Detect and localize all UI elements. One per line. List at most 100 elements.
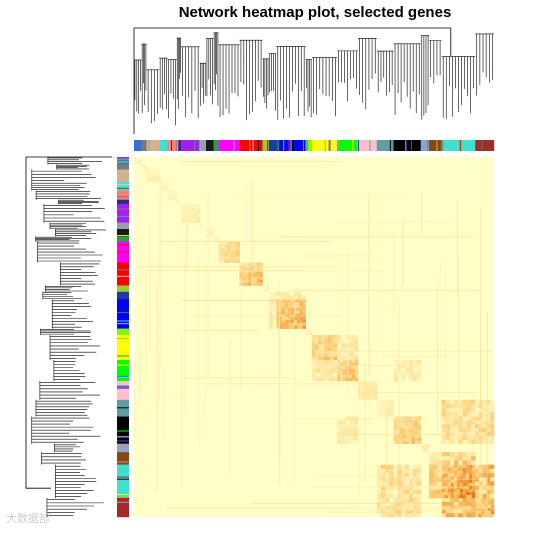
left-module-color-segment <box>117 190 129 200</box>
heatmap-cell <box>332 368 338 373</box>
heatmap-cell <box>389 464 394 470</box>
heatmap-cell <box>390 408 394 412</box>
heatmap-cell <box>412 509 418 514</box>
heatmap-cell <box>475 399 480 405</box>
heatmap-cell <box>321 353 325 358</box>
heatmap-cell <box>376 493 382 499</box>
heatmap-streak <box>458 257 460 421</box>
left-module-color-segment <box>117 169 129 183</box>
heatmap-cell <box>478 513 482 518</box>
heatmap-cell <box>385 493 390 499</box>
heatmap-cell <box>227 259 231 263</box>
heatmap-cell <box>276 291 281 296</box>
heatmap-cell <box>376 399 380 403</box>
heatmap-module-block <box>167 190 177 200</box>
heatmap-cell <box>218 247 222 251</box>
heatmap-cell <box>447 479 452 484</box>
heatmap-cell <box>290 322 295 326</box>
heatmap-module-block <box>429 452 442 465</box>
heatmap-cell <box>320 364 325 369</box>
heatmap-cell <box>486 403 491 409</box>
heatmap-cell <box>397 513 402 518</box>
heatmap-cell <box>454 509 459 514</box>
heatmap-cell <box>180 213 185 217</box>
heatmap-cell <box>490 424 495 429</box>
heatmap-cell <box>458 460 463 465</box>
heatmap-cell <box>405 416 409 420</box>
heatmap-cell <box>327 338 332 342</box>
top-module-color-segment <box>311 140 338 151</box>
heatmap-cell <box>227 244 231 248</box>
heatmap-cell <box>466 439 472 445</box>
heatmap-cell <box>396 440 400 445</box>
heatmap-cell <box>353 435 359 441</box>
heatmap-cell <box>382 399 386 403</box>
heatmap-cell <box>490 420 495 425</box>
heatmap-cell <box>486 485 491 491</box>
left-module-color-segment <box>117 291 129 300</box>
heatmap-cell <box>456 476 461 481</box>
heatmap-cell <box>233 250 237 254</box>
heatmap-cell <box>144 164 147 167</box>
heatmap-cell <box>146 169 150 173</box>
heatmap-cell <box>268 303 273 308</box>
heatmap-cell <box>459 482 464 487</box>
heatmap-cell <box>311 341 316 345</box>
heatmap-cell <box>299 316 303 321</box>
heatmap-cell <box>184 216 188 220</box>
heatmap-cell <box>288 325 292 329</box>
heatmap-cell <box>330 338 335 342</box>
left-module-color-segment <box>117 334 129 361</box>
heatmap-cell <box>412 481 418 486</box>
heatmap-cell <box>456 492 461 496</box>
heatmap-streak <box>398 299 400 479</box>
heatmap-cell <box>466 482 470 487</box>
heatmap-cell <box>321 356 325 361</box>
heatmap-cell <box>348 377 353 382</box>
heatmap-cell <box>353 355 359 361</box>
heatmap-streak <box>229 339 230 474</box>
heatmap-cell <box>213 236 216 239</box>
heatmap-cell <box>454 399 459 405</box>
heatmap-cell <box>470 416 476 421</box>
heatmap-cell <box>450 492 455 496</box>
heatmap-cell <box>330 353 335 358</box>
heatmap-cell <box>354 371 359 376</box>
heatmap-cell <box>376 413 380 417</box>
heatmap-cell <box>401 376 406 382</box>
heatmap-cell <box>364 393 368 397</box>
heatmap-cell <box>268 291 272 295</box>
heatmap-cell <box>447 476 452 481</box>
left-module-color-segment <box>117 440 129 442</box>
heatmap-cell <box>490 504 495 508</box>
heatmap-cell <box>373 384 378 388</box>
left-module-color-segment <box>117 262 129 286</box>
heatmap-cell <box>482 489 487 495</box>
heatmap-cell <box>208 234 212 237</box>
heatmap-cell <box>441 428 447 433</box>
heatmap-cell <box>462 408 468 413</box>
heatmap-cell <box>296 311 301 315</box>
heatmap-cell <box>411 431 415 435</box>
heatmap-cell <box>433 473 438 478</box>
heatmap-cell <box>236 247 240 251</box>
heatmap-cell <box>385 405 389 409</box>
heatmap-cell <box>470 513 476 518</box>
heatmap-cell <box>435 452 439 456</box>
heatmap-cell <box>450 416 455 421</box>
heatmap-cell <box>330 344 335 348</box>
top-module-color-segment <box>475 140 495 151</box>
heatmap-cell <box>466 435 472 441</box>
heatmap-cell <box>417 425 422 429</box>
top-module-color-segment <box>199 140 207 151</box>
heatmap-cell <box>170 193 174 197</box>
heatmap-cell <box>262 289 265 293</box>
heatmap-cell <box>272 307 277 313</box>
top-module-color-segment <box>233 140 235 151</box>
heatmap-cell <box>472 473 476 478</box>
heatmap-cell <box>469 467 473 472</box>
heatmap-cell <box>327 341 332 345</box>
heatmap-cell <box>248 282 252 286</box>
heatmap-cell <box>341 351 346 357</box>
heatmap-module-block <box>393 416 422 445</box>
